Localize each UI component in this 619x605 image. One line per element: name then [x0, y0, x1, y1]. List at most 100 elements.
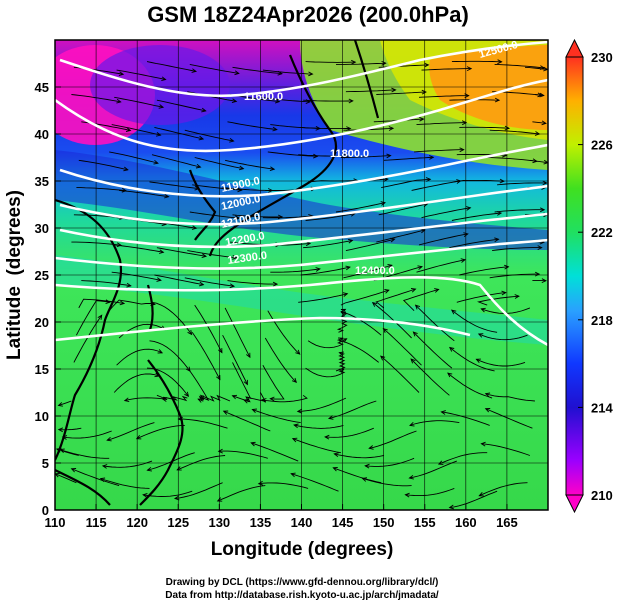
streamline — [532, 121, 546, 124]
streamline — [375, 288, 416, 309]
streamline — [262, 69, 313, 75]
streamline — [305, 61, 356, 63]
streamline — [325, 427, 374, 438]
streamline — [381, 178, 431, 189]
streamline — [328, 400, 377, 419]
streamline-arrowhead — [424, 62, 430, 68]
x-tick-label: 145 — [332, 515, 354, 530]
colorbar-body — [565, 56, 584, 496]
streamline-arrowhead — [308, 71, 314, 77]
streamline — [78, 298, 125, 309]
streamline-arrowhead — [351, 59, 357, 65]
streamline-arrowhead — [198, 281, 205, 287]
streamline — [410, 358, 450, 396]
streamline-arrowhead — [497, 59, 503, 65]
streamline-arrowhead — [57, 402, 63, 407]
streamline-arrowhead — [106, 436, 112, 442]
x-tick-label: 150 — [373, 515, 395, 530]
streamline — [362, 477, 412, 487]
streamline — [476, 358, 526, 367]
x-tick-label: 110 — [45, 515, 66, 530]
streamline — [109, 151, 159, 164]
streamline-arrowhead — [380, 201, 387, 206]
contour-line — [55, 276, 548, 347]
streamline-arrowhead — [260, 398, 267, 403]
streamline-arrowhead — [184, 391, 190, 398]
streamline-arrowhead — [185, 366, 191, 372]
y-tick-label: 20 — [35, 315, 49, 330]
streamline — [71, 94, 121, 103]
streamline — [298, 154, 348, 157]
streamline-arrowhead — [251, 408, 257, 414]
streamline-arrowhead — [419, 116, 425, 122]
streamline-arrowhead — [105, 299, 111, 305]
streamline — [441, 411, 490, 426]
streamline — [116, 69, 166, 80]
streamline — [162, 395, 188, 402]
streamline-arrowhead — [429, 155, 435, 160]
streamline — [376, 229, 425, 243]
streamline-arrowhead — [501, 290, 507, 296]
streamline-arrowhead — [463, 232, 469, 237]
streamline-arrowhead — [475, 358, 481, 363]
y-tick-label: 10 — [35, 409, 49, 424]
streamline — [383, 156, 434, 161]
streamline — [449, 238, 499, 249]
streamline-arrowhead — [338, 351, 344, 357]
streamline — [149, 340, 191, 372]
streamline-arrowhead — [380, 355, 386, 361]
streamline — [222, 187, 273, 191]
streamline — [270, 268, 320, 273]
streamline — [218, 450, 268, 459]
streamline — [303, 239, 353, 249]
y-tick-label: 0 — [42, 503, 49, 518]
height-contours — [55, 40, 548, 347]
streamline-arrowhead — [315, 267, 321, 272]
streamline-arrowhead — [386, 153, 392, 159]
streamline — [451, 212, 502, 221]
streamline-arrowhead — [99, 477, 106, 483]
coastline-sakhalin — [353, 40, 380, 119]
streamline — [108, 299, 155, 311]
streamline-arrowhead — [269, 166, 276, 172]
streamline-arrowhead — [291, 437, 298, 443]
streamline — [418, 95, 469, 98]
x-tick-label: 120 — [126, 515, 148, 530]
coastline-philippines — [139, 359, 184, 506]
streamline — [189, 63, 239, 74]
streamline-arrowhead — [201, 107, 207, 113]
streamline — [334, 453, 384, 459]
streamline — [76, 300, 110, 336]
streamline — [154, 126, 204, 140]
streamline-arrowhead — [361, 477, 368, 482]
streamline-arrowhead — [410, 358, 416, 364]
coastline-china — [55, 198, 123, 461]
streamline-arrowhead — [484, 392, 491, 398]
colorbar-top-arrow — [565, 38, 584, 58]
streamline-arrowhead — [229, 283, 236, 289]
colorbar-tick-label: 210 — [591, 488, 613, 503]
streamline-arrowhead — [216, 374, 221, 381]
contour-line — [59, 184, 548, 226]
streamline — [478, 333, 528, 341]
streamline-arrowhead — [461, 120, 468, 126]
streamline-arrowhead — [243, 399, 249, 404]
contour-line — [59, 40, 548, 97]
streamline — [113, 373, 160, 393]
streamline-arrowhead — [414, 304, 421, 310]
streamline — [485, 393, 535, 402]
streamline-arrowhead — [195, 163, 202, 169]
streamline-arrowhead — [371, 301, 378, 307]
streamline — [199, 394, 231, 402]
streamline — [411, 180, 461, 191]
streamline — [479, 482, 528, 497]
streamline — [494, 209, 545, 213]
streamline — [111, 124, 161, 136]
y-axis-label: Latitude (degrees) — [4, 190, 25, 360]
streamline — [409, 460, 457, 479]
streamline-arrowhead — [534, 131, 541, 136]
streamline — [489, 129, 540, 135]
streamline-arrowhead — [116, 98, 122, 104]
field-orange-region — [429, 45, 548, 130]
streamline-arrowhead — [504, 125, 511, 131]
